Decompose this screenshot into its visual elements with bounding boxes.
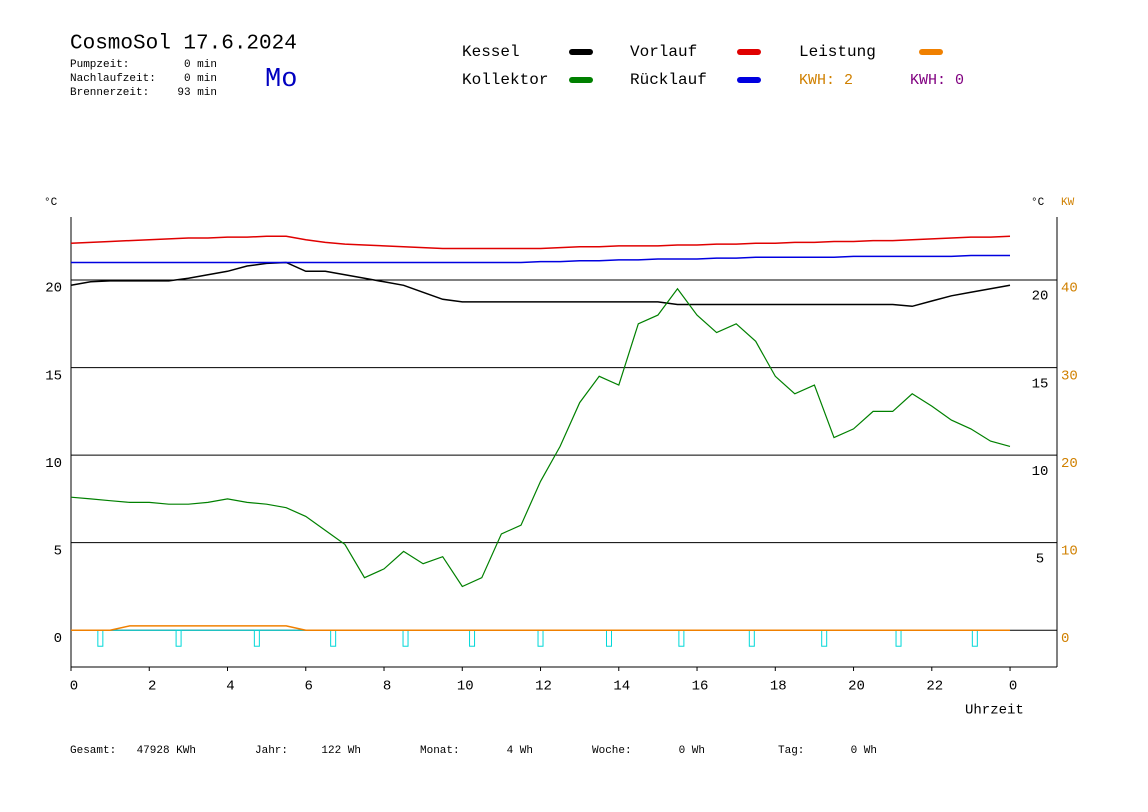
- legend-label: Leistung: [799, 43, 876, 61]
- legend-label: Kessel: [462, 43, 520, 61]
- x-axis-label: Uhrzeit: [965, 703, 1024, 719]
- x-tick-label: 0: [1009, 679, 1017, 695]
- y2-tick-label: 10: [1061, 543, 1078, 559]
- y2-tick-label: 0: [1061, 631, 1069, 647]
- y2-unit: KW: [1061, 197, 1075, 209]
- x-tick-label: 16: [692, 679, 709, 695]
- pump-pulse: [748, 629, 755, 647]
- info-label: Pumpzeit:: [70, 59, 129, 71]
- total-label: Gesamt:: [70, 745, 116, 757]
- pump-pulse: [175, 629, 182, 647]
- y2-tick-label: 30: [1061, 368, 1078, 384]
- info-label: Brennerzeit:: [70, 87, 149, 99]
- pump-pulse: [97, 629, 104, 647]
- x-tick-label: 14: [613, 679, 630, 695]
- weekday: Mo: [265, 65, 297, 95]
- y-tick-label-right: 5: [1036, 551, 1044, 567]
- kwh-label: KWH: 2: [799, 72, 853, 89]
- total-value: 0 Wh: [679, 745, 705, 757]
- y-tick-label: 15: [45, 368, 62, 384]
- y2-tick-label: 40: [1061, 281, 1078, 297]
- x-tick-label: 8: [383, 679, 391, 695]
- y-tick-label-right: 10: [1032, 464, 1049, 480]
- total-value: 47928 KWh: [137, 745, 196, 757]
- info-value: 0 min: [184, 73, 217, 85]
- x-tick-label: 6: [305, 679, 313, 695]
- pump-pulse: [678, 629, 685, 647]
- pump-pulse: [469, 629, 476, 647]
- pump-pulse: [605, 629, 612, 647]
- total-value: 4 Wh: [507, 745, 533, 757]
- series-line: [70, 235, 1011, 250]
- pump-pulse: [330, 629, 337, 647]
- pump-pulse: [537, 629, 544, 647]
- x-tick-label: 18: [770, 679, 787, 695]
- series-line: [71, 625, 1010, 631]
- total-value: 0 Wh: [851, 745, 877, 757]
- y-tick-label: 10: [45, 456, 62, 472]
- y2-tick-label: 20: [1061, 456, 1078, 472]
- y-tick-label: 0: [54, 631, 62, 647]
- kwh-label: KWH: 0: [910, 72, 964, 89]
- series-line: [71, 254, 1010, 264]
- y-tick-label-right: 15: [1032, 376, 1049, 392]
- chart-title: CosmoSol 17.6.2024: [70, 33, 297, 56]
- y-unit: °C: [44, 197, 58, 209]
- total-label: Monat:: [420, 745, 460, 757]
- series-line: [70, 287, 1011, 588]
- total-value: 122 Wh: [321, 745, 361, 757]
- legend-label: Kollektor: [462, 71, 548, 89]
- info-value: 0 min: [184, 59, 217, 71]
- pump-pulse: [253, 629, 260, 647]
- y-tick-label: 20: [45, 281, 62, 297]
- total-label: Woche:: [592, 745, 632, 757]
- x-tick-label: 22: [926, 679, 943, 695]
- y-tick-label: 5: [54, 543, 62, 559]
- series-line: [70, 261, 1011, 308]
- info-value: 93 min: [177, 87, 217, 99]
- x-tick-label: 4: [226, 679, 234, 695]
- x-tick-label: 2: [148, 679, 156, 695]
- y-unit-right: °C: [1031, 197, 1045, 209]
- x-tick-label: 20: [848, 679, 865, 695]
- x-tick-label: 10: [457, 679, 474, 695]
- legend-label: Rücklauf: [630, 71, 707, 89]
- x-tick-label: 0: [70, 679, 78, 695]
- legend-label: Vorlauf: [630, 43, 697, 61]
- total-label: Tag:: [778, 745, 804, 757]
- info-label: Nachlaufzeit:: [70, 73, 156, 85]
- pump-pulse: [895, 629, 902, 647]
- y-tick-label-right: 20: [1032, 289, 1049, 305]
- x-tick-label: 12: [535, 679, 552, 695]
- pump-pulse: [821, 629, 828, 647]
- pump-pulse: [402, 629, 409, 647]
- pump-pulse: [971, 629, 978, 647]
- total-label: Jahr:: [255, 745, 288, 757]
